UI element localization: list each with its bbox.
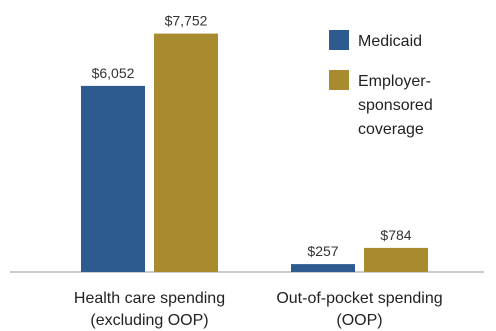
category-label-0-line-1: (excluding OOP) — [90, 312, 208, 329]
legend-swatch-medicaid — [329, 30, 349, 50]
bars-group — [81, 33, 428, 273]
value-label-medicaid-0: $6,052 — [92, 65, 135, 81]
legend-label-employer-line-1: sponsored — [358, 97, 433, 114]
category-label-0-line-0: Health care spending — [74, 290, 225, 307]
value-label-employer-1: $784 — [380, 227, 411, 243]
value-labels-group: $6,052 $7,752 $257 $784 — [92, 13, 412, 260]
value-label-medicaid-1: $257 — [307, 243, 338, 259]
value-label-employer-0: $7,752 — [165, 13, 208, 29]
bar-employer-0 — [154, 33, 218, 272]
category-label-1-line-1: (OOP) — [336, 312, 382, 329]
legend-label-employer-line-2: coverage — [358, 121, 424, 138]
bar-medicaid-1 — [291, 264, 355, 272]
legend-label-employer-line-0: Employer- — [358, 73, 431, 90]
bar-medicaid-0 — [81, 85, 145, 273]
category-labels-group: Health care spending (excluding OOP) Out-o… — [74, 290, 443, 329]
legend-swatch-employer — [329, 70, 349, 90]
legend-label-medicaid-line-0: Medicaid — [358, 33, 422, 50]
bar-employer-1 — [364, 247, 428, 272]
category-label-1-line-0: Out-of-pocket spending — [276, 290, 442, 307]
legend: Medicaid Employer-sponsored coverage — [329, 30, 433, 138]
